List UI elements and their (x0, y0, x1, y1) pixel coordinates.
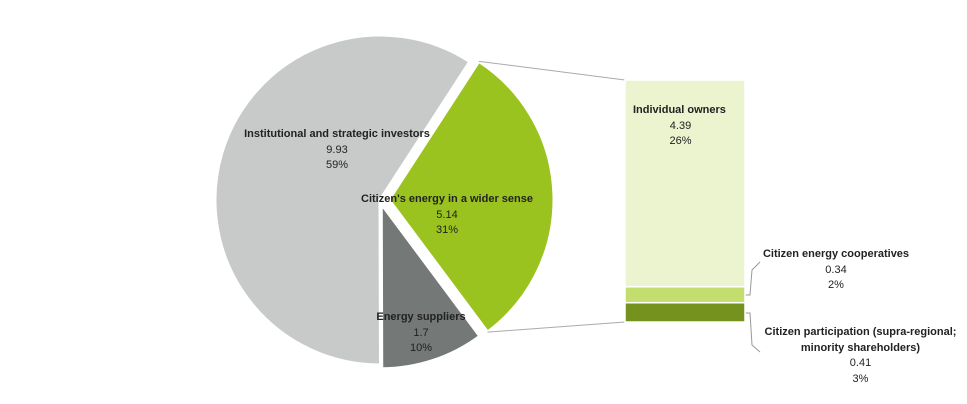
percent-label: 26% (669, 135, 692, 147)
data-label: Citizen's energy in a wider sense 5.14 31% (347, 192, 547, 239)
bar-segment (624, 301, 746, 323)
value-label: 4.39 (669, 119, 692, 132)
leader-line (745, 312, 761, 353)
category-name: Citizen energy cooperatives (762, 248, 910, 260)
percent-label: 3% (852, 372, 869, 385)
data-label: Citizen participation (supra-regional; m… (758, 325, 963, 387)
category-name: Institutional and strategic investors (244, 128, 430, 140)
leader-line (745, 261, 761, 296)
value-label: 1.7 (413, 326, 429, 339)
connector-line (478, 60, 626, 81)
connector-line (487, 321, 626, 333)
percent-label: 59% (325, 159, 349, 171)
category-name: Citizen participation (supra-regional; m… (764, 326, 957, 354)
pie-slice (379, 199, 482, 371)
category-name: Energy suppliers (376, 311, 466, 323)
value-label: 0.41 (849, 357, 872, 369)
percent-label: 10% (409, 342, 433, 354)
category-name: Individual owners (633, 104, 726, 116)
pie-slice (213, 33, 472, 367)
category-name: Citizen's energy in a wider sense (361, 193, 533, 205)
value-label: 9.93 (326, 143, 348, 156)
data-label: Energy suppliers 1.7 10% (361, 310, 481, 357)
value-label: 5.14 (436, 208, 458, 221)
pie-slice (387, 59, 556, 335)
bar-segment (624, 79, 746, 288)
percent-label: 2% (828, 279, 844, 291)
data-label: Citizen energy cooperatives 0.34 2% (756, 247, 916, 294)
data-label: Institutional and strategic investors 9.9… (237, 127, 437, 174)
percent-label: 31% (435, 224, 459, 236)
bar-segment (624, 285, 746, 304)
data-label: Individual owners 4.39 26% (633, 103, 728, 150)
value-label: 0.34 (825, 263, 847, 276)
